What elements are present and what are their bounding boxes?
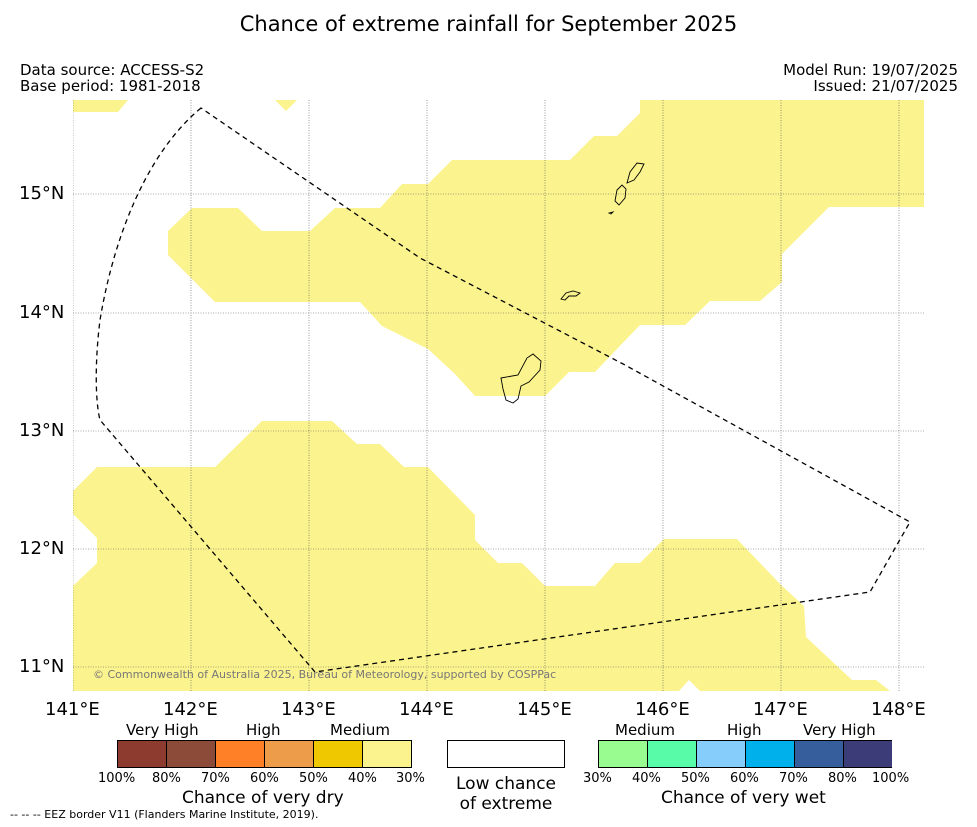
wet-swatch-5 <box>843 740 892 768</box>
dry-level-high: High <box>246 721 281 739</box>
dry-tick-70: 70% <box>201 771 230 786</box>
wet-swatch-0 <box>598 740 648 768</box>
dry-level-very-high: Very High <box>126 721 199 739</box>
data-source-label: Data source: ACCESS-S2 <box>20 61 205 79</box>
medium-dry-region-south <box>73 421 890 691</box>
lon-label-146e: 146°E <box>635 699 690 720</box>
lon-label-145e: 145°E <box>517 699 572 720</box>
medium-dry-region-top-notch <box>275 100 297 111</box>
wet-tick-100: 100% <box>872 771 910 786</box>
wet-swatch-2 <box>696 740 746 768</box>
dry-swatch-0 <box>117 740 167 768</box>
graticule <box>73 100 924 691</box>
wet-level-very-high: Very High <box>803 721 876 739</box>
wet-colorbar <box>598 740 892 768</box>
aguijan-island <box>607 211 615 215</box>
wet-swatch-3 <box>745 740 795 768</box>
lon-label-141e: 141°E <box>45 699 100 720</box>
rainfall-regions <box>73 100 924 691</box>
rota-island <box>560 290 581 301</box>
issued-label: Issued: 21/07/2025 <box>813 77 958 95</box>
lon-label-143e: 143°E <box>281 699 336 720</box>
guam-island <box>500 353 542 404</box>
dry-tick-60: 60% <box>250 771 279 786</box>
dry-tick-40: 40% <box>348 771 377 786</box>
wet-tick-70: 70% <box>779 771 808 786</box>
dry-tick-100: 100% <box>98 771 136 786</box>
dry-colorbar-title: Chance of very dry <box>182 788 344 808</box>
wet-tick-60: 60% <box>730 771 759 786</box>
wet-tick-40: 40% <box>632 771 661 786</box>
copyright-text: © Commonwealth of Australia 2025, Bureau… <box>93 668 557 681</box>
lat-label-14n: 14°N <box>19 302 65 323</box>
tinian-island <box>614 184 627 206</box>
saipan-island <box>626 162 645 184</box>
lon-label-147e: 147°E <box>753 699 808 720</box>
islands <box>500 162 645 404</box>
lat-label-11n: 11°N <box>19 656 65 677</box>
low-chance-label-line1: Low chance <box>456 774 556 794</box>
base-period-label: Base period: 1981-2018 <box>20 77 201 95</box>
dry-tick-30: 30% <box>396 771 425 786</box>
wet-level-high: High <box>727 721 762 739</box>
medium-dry-region-north <box>168 100 924 396</box>
dry-colorbar <box>117 740 412 768</box>
dry-swatch-2 <box>215 740 265 768</box>
lat-label-15n: 15°N <box>19 183 65 204</box>
wet-tick-80: 80% <box>828 771 857 786</box>
dry-tick-50: 50% <box>299 771 328 786</box>
wet-colorbar-title: Chance of very wet <box>661 788 826 808</box>
wet-level-medium: Medium <box>615 721 675 739</box>
wet-swatch-4 <box>794 740 844 768</box>
medium-dry-region-top-left <box>73 100 128 112</box>
page-title: Chance of extreme rainfall for September… <box>239 12 738 36</box>
wet-swatch-1 <box>647 740 697 768</box>
lon-label-144e: 144°E <box>399 699 454 720</box>
dry-swatch-4 <box>313 740 363 768</box>
wet-tick-30: 30% <box>583 771 612 786</box>
eez-source-note: -- -- -- EEZ border V11 (Flanders Marine… <box>10 808 319 821</box>
lon-label-142e: 142°E <box>163 699 218 720</box>
dry-tick-80: 80% <box>152 771 181 786</box>
low-chance-swatch <box>447 740 565 768</box>
dry-swatch-5 <box>362 740 412 768</box>
dry-swatch-3 <box>264 740 314 768</box>
dry-swatch-1 <box>166 740 216 768</box>
wet-tick-50: 50% <box>681 771 710 786</box>
model-run-label: Model Run: 19/07/2025 <box>783 61 958 79</box>
lon-label-148e: 148°E <box>871 699 926 720</box>
lat-label-12n: 12°N <box>19 538 65 559</box>
low-chance-label-line2: of extreme <box>459 794 553 814</box>
dry-level-medium: Medium <box>330 721 390 739</box>
lat-label-13n: 13°N <box>19 420 65 441</box>
